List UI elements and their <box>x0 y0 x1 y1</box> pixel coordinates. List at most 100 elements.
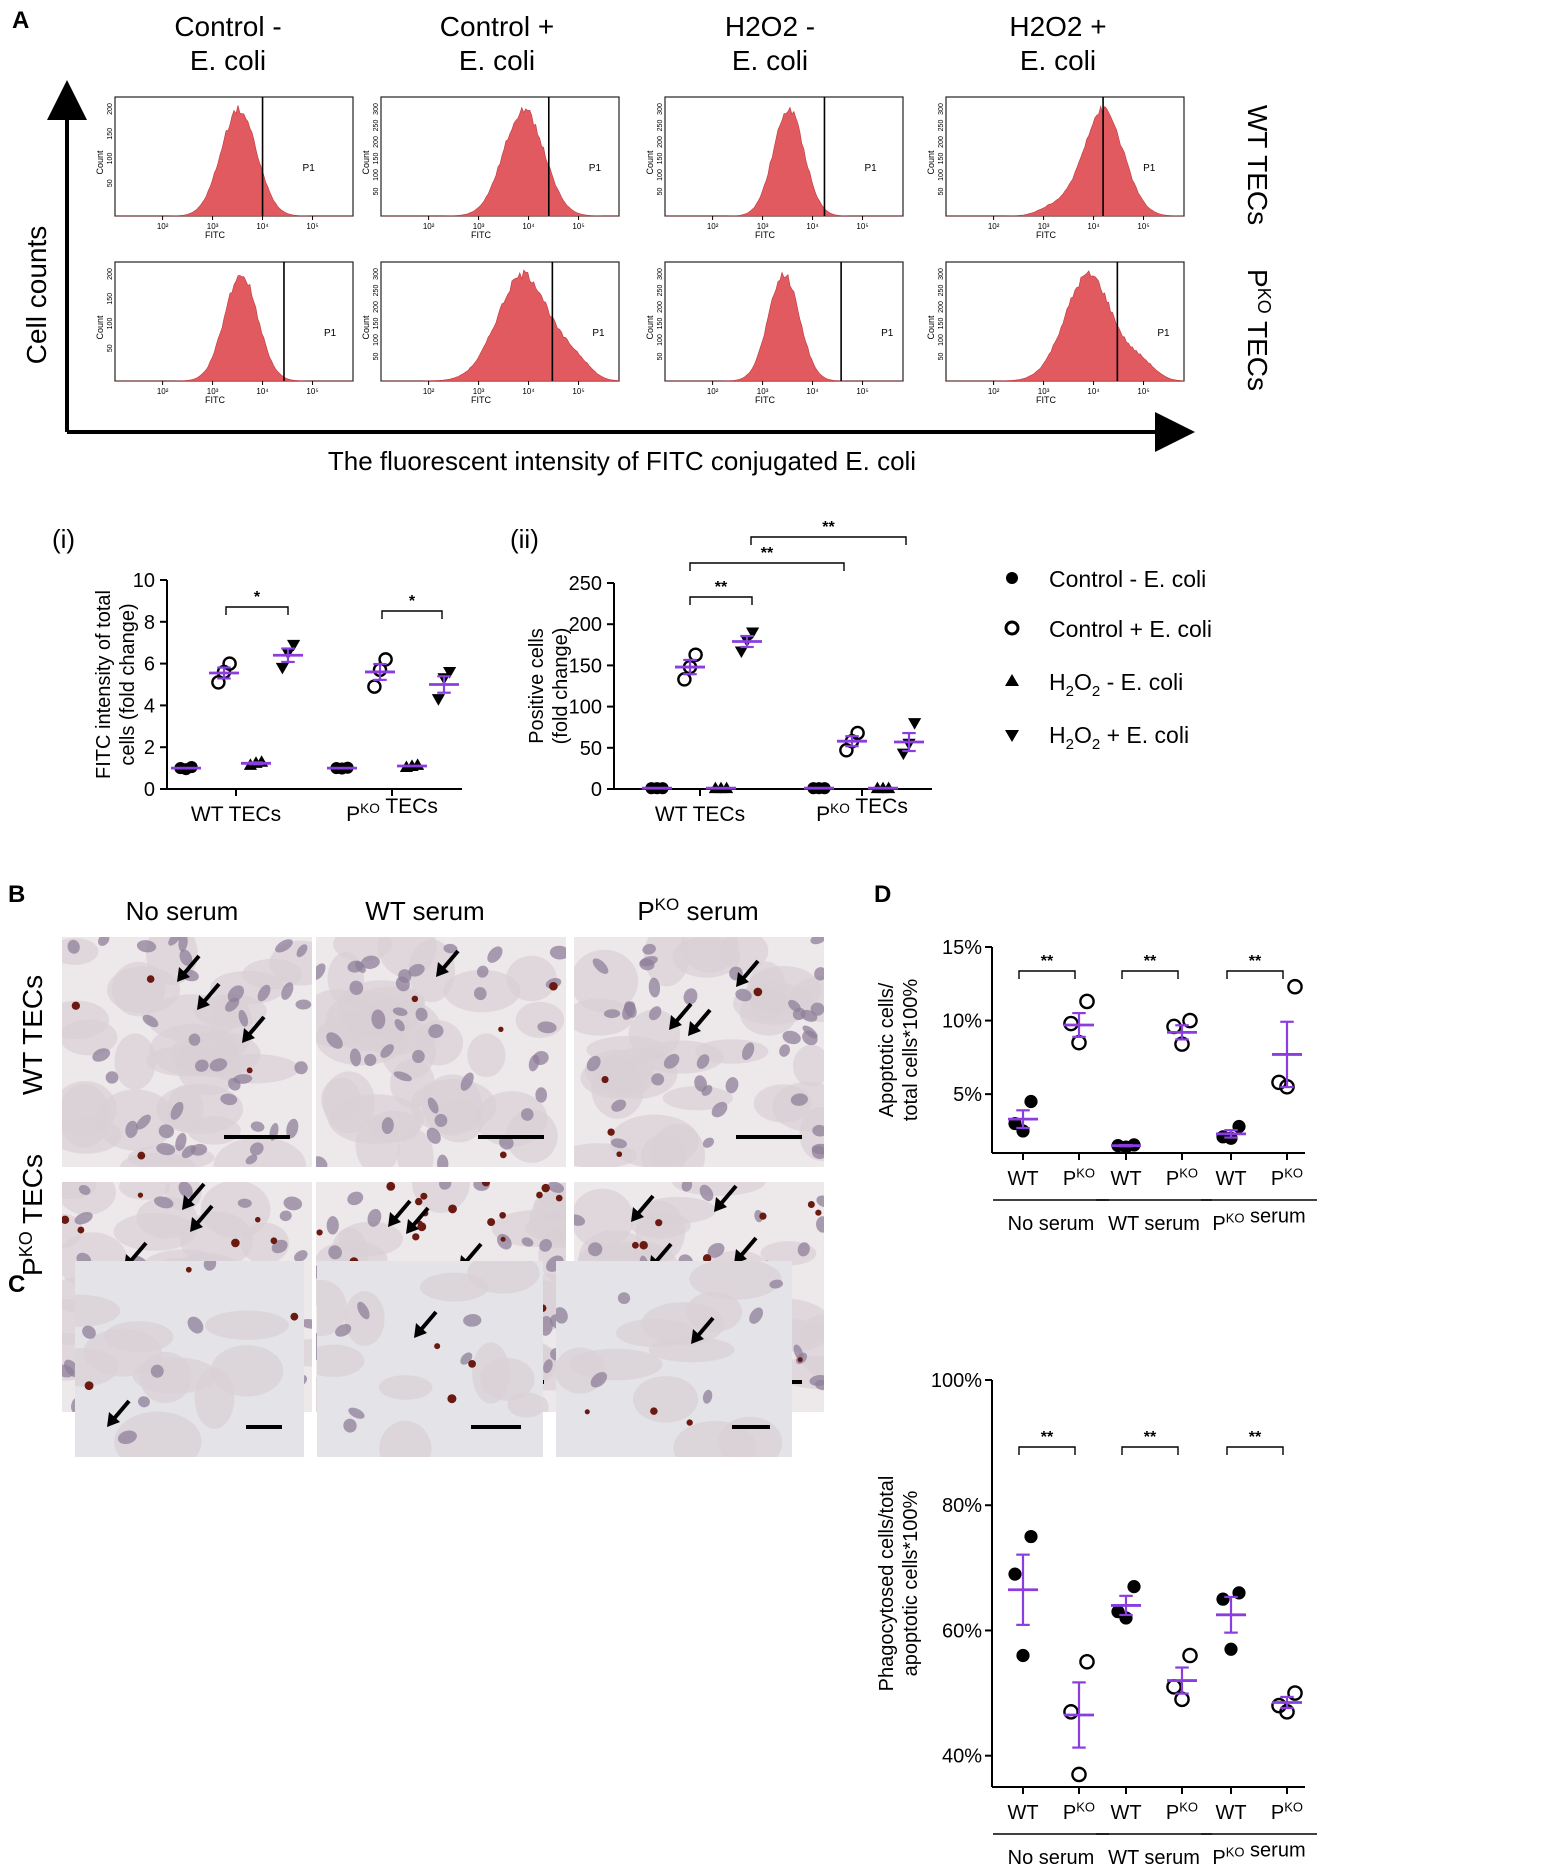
cell-nucleus <box>797 1242 810 1257</box>
y-tick-label: 15% <box>942 937 982 959</box>
cell-cytoplasm <box>718 1416 783 1457</box>
histogram-y-tick: 50 <box>107 179 114 187</box>
chart-i: 0 2 4 6 8 10 FITC intensity of total cells (fol… <box>93 570 462 826</box>
y-tick-label: 0 <box>144 779 155 801</box>
point-filled-circle <box>1008 1567 1022 1581</box>
histogram-x-tick-label: 10³ <box>757 222 769 231</box>
cell-nucleus <box>62 1364 74 1378</box>
y-axis-label: (fold change) <box>550 628 572 745</box>
histogram-distribution <box>115 105 353 217</box>
cell-nucleus <box>326 1032 343 1049</box>
stained-nucleus <box>414 1197 423 1206</box>
histogram-x-tick-label: 10³ <box>1038 387 1050 396</box>
histogram-y-tick: 300 <box>657 268 664 280</box>
histogram-y-tick: 200 <box>373 136 380 148</box>
cell-nucleus <box>78 1184 91 1195</box>
cell-cytoplasm <box>75 1294 121 1327</box>
cell-nucleus <box>812 1124 824 1137</box>
y-axis-label: Positive cells <box>526 628 548 744</box>
arrow-head <box>631 1207 644 1222</box>
x-sub-label: WT <box>1007 1168 1038 1190</box>
cell-nucleus <box>349 980 364 995</box>
group-label: PKO serum <box>1212 1839 1305 1865</box>
histogram-x-tick-label: 10⁴ <box>806 222 819 231</box>
y-axis-label: FITC intensity of total <box>93 590 115 779</box>
cell-cytoplasm <box>103 1321 174 1353</box>
stained-nucleus <box>137 1192 144 1198</box>
cell-nucleus <box>168 937 182 946</box>
histogram-gate-label: P1 <box>864 163 877 174</box>
histogram-distribution <box>381 106 619 217</box>
cell-nucleus <box>463 1314 482 1327</box>
cell-nucleus <box>769 1279 783 1289</box>
histogram-y-tick: 100 <box>657 334 664 346</box>
histogram-x-tick-label: 10⁴ <box>256 222 269 231</box>
significance-bracket <box>689 562 845 571</box>
histogram-gate-label: P1 <box>881 328 894 339</box>
cell-nucleus <box>437 1154 449 1167</box>
cell-nucleus <box>295 999 312 1010</box>
cell-nucleus <box>392 1007 408 1016</box>
histogram-gate-label: P1 <box>324 328 337 339</box>
chart-ii: 0 50 100 150 200 250 Positive cells (fold chang… <box>526 519 932 826</box>
panel-letter-a: A <box>12 7 29 34</box>
histogram-y-tick: 100 <box>938 334 945 346</box>
cell-nucleus <box>328 1245 342 1260</box>
histogram-gate-label: P1 <box>1143 163 1156 174</box>
histogram-r2-c4: P1 300 250 200 150 100 50 Count 10² 10³ 10⁴ 10⁵ FITC <box>926 261 1185 405</box>
y-tick-label: 60% <box>942 1620 982 1642</box>
histogram-y-label: Count <box>926 150 936 175</box>
histogram-x-tick-label: 10² <box>157 387 169 396</box>
histogram-x-tick-label: 10² <box>707 387 719 396</box>
legend-marker-filled-circle <box>1006 572 1018 584</box>
histogram-x-tick-label: 10³ <box>1038 222 1050 231</box>
group-label: No serum <box>1008 1213 1095 1235</box>
histogram-y-tick: 100 <box>107 318 114 330</box>
x-sub-label: PKO <box>1063 1165 1095 1190</box>
arrow-head <box>388 1212 401 1227</box>
point-triangle-down <box>746 627 760 640</box>
cell-nucleus <box>556 1307 568 1324</box>
cell-cytoplasm <box>524 1214 566 1242</box>
cell-nucleus <box>227 985 245 1003</box>
cell-nucleus <box>357 1301 370 1320</box>
histogram-x-tick-label: 10³ <box>207 222 219 231</box>
cell-cytoplasm <box>111 961 165 1017</box>
colA-header-4-line1: H2O2 + <box>1009 11 1106 42</box>
cell-nucleus <box>802 1030 818 1046</box>
micrograph-b-r1-c2 <box>316 937 566 1167</box>
point-open-circle <box>1287 978 1303 995</box>
significance-label: ** <box>1249 1429 1262 1446</box>
y-tick-label: 200 <box>569 614 602 636</box>
cell-nucleus <box>233 1074 253 1084</box>
significance-label: * <box>409 593 416 610</box>
y-tick-label: 10% <box>942 1011 982 1033</box>
histogram-y-tick: 50 <box>373 353 380 361</box>
stained-nucleus <box>616 1151 623 1158</box>
histogram-y-tick: 250 <box>373 285 380 297</box>
stained-nucleus <box>434 1343 441 1350</box>
stained-nucleus <box>759 1212 767 1220</box>
histogram-distribution <box>946 270 1185 382</box>
stained-nucleus <box>815 1209 822 1216</box>
cell-nucleus <box>294 1061 308 1075</box>
cell-nucleus <box>586 1055 601 1072</box>
cell-nucleus <box>539 1239 552 1252</box>
histogram-x-tick-label: 10⁵ <box>306 387 318 396</box>
point-open-circle <box>850 725 865 741</box>
cell-nucleus <box>117 1430 137 1445</box>
histogram-y-tick: 200 <box>107 103 114 115</box>
histogram-y-tick: 150 <box>373 318 380 330</box>
stained-nucleus <box>316 1229 323 1236</box>
histogram-y-label: Count <box>645 315 655 340</box>
arrow-head <box>406 1219 419 1234</box>
cell-cytoplasm <box>472 1342 510 1404</box>
point-filled-circle <box>1224 1642 1238 1656</box>
stained-nucleus <box>412 1233 420 1241</box>
arrow-head <box>734 1249 747 1264</box>
histogram-x-label: FITC <box>205 230 225 240</box>
cell-nucleus <box>754 1209 763 1223</box>
significance-bracket <box>225 606 289 615</box>
histogram-y-tick: 300 <box>938 103 945 115</box>
